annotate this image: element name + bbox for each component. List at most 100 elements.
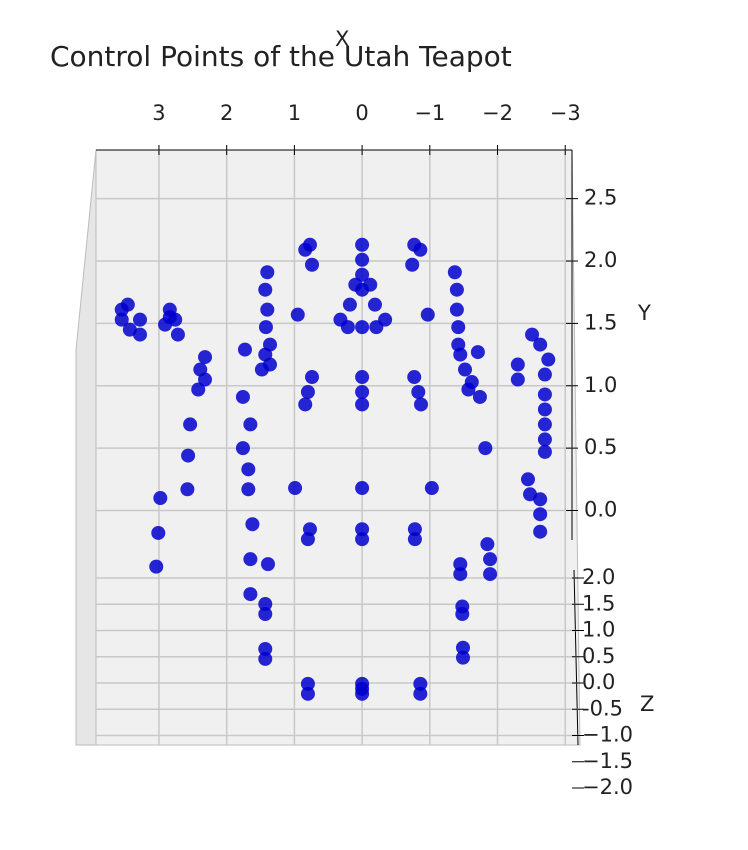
point <box>533 492 548 507</box>
point <box>525 327 540 342</box>
point <box>541 352 556 367</box>
point <box>453 347 468 362</box>
z-tick-label: -0.5 <box>582 696 623 720</box>
point <box>537 367 552 382</box>
point <box>355 252 370 267</box>
x-tick-label: 2 <box>220 101 233 125</box>
z-tick-label: 1.0 <box>582 618 615 642</box>
point <box>304 257 319 272</box>
x-tick-label: 1 <box>288 101 301 125</box>
point <box>355 370 370 385</box>
y-tick-label: 2.5 <box>584 186 617 210</box>
x-axis-label: X <box>335 27 349 51</box>
point <box>455 650 470 665</box>
point <box>480 537 495 552</box>
point <box>537 432 552 447</box>
point <box>162 310 177 325</box>
point <box>198 350 213 365</box>
point <box>133 312 148 327</box>
point <box>407 370 422 385</box>
z-tick-label: −1.5 <box>582 749 633 773</box>
point <box>298 242 313 257</box>
y-axis-label: Y <box>637 301 651 325</box>
point <box>413 676 428 691</box>
y-tick-label: 2.0 <box>584 248 617 272</box>
y-tick-label: 0.0 <box>584 497 617 521</box>
point <box>241 482 256 497</box>
point <box>533 507 548 522</box>
point <box>533 337 548 352</box>
point <box>367 297 382 312</box>
point <box>243 552 258 567</box>
z-tick-label: 0.0 <box>582 670 615 694</box>
side-pane <box>75 149 97 746</box>
y-tick-label: 0.5 <box>584 435 617 459</box>
point <box>260 265 275 280</box>
point <box>449 302 464 317</box>
point <box>340 320 355 335</box>
point <box>533 524 548 539</box>
point <box>355 481 370 496</box>
point <box>258 607 273 622</box>
point <box>237 342 252 357</box>
point <box>260 302 275 317</box>
point <box>451 320 466 335</box>
point <box>453 567 468 582</box>
point <box>449 282 464 297</box>
point <box>300 686 315 701</box>
point <box>483 567 498 582</box>
y-tick-label: 1.5 <box>584 310 617 334</box>
point <box>483 552 498 567</box>
point <box>243 587 258 602</box>
point <box>537 444 552 459</box>
z-tick-label: 1.5 <box>582 591 615 615</box>
point <box>260 557 275 572</box>
point <box>355 686 370 701</box>
point <box>263 357 278 372</box>
point <box>478 441 493 456</box>
point <box>413 686 428 701</box>
z-tick-label: −2.0 <box>582 775 633 799</box>
point <box>355 384 370 399</box>
point <box>447 265 462 280</box>
point <box>458 362 473 377</box>
point <box>191 382 206 397</box>
x-tick-label: 0 <box>355 101 368 125</box>
point <box>407 532 422 547</box>
point <box>510 357 525 372</box>
z-tick-label: 2.0 <box>582 565 615 589</box>
point <box>183 417 198 432</box>
point <box>300 676 315 691</box>
point <box>355 532 370 547</box>
point <box>258 320 273 335</box>
point <box>424 481 439 496</box>
point <box>258 597 273 612</box>
point <box>413 242 428 257</box>
point <box>405 257 420 272</box>
point <box>520 472 535 487</box>
point <box>455 607 470 622</box>
point <box>243 417 258 432</box>
z-axis-label: Z <box>640 692 654 716</box>
point <box>355 397 370 412</box>
point <box>355 237 370 252</box>
point <box>149 559 164 574</box>
point <box>537 402 552 417</box>
point <box>537 387 552 402</box>
point <box>411 384 426 399</box>
point <box>510 372 525 387</box>
point <box>245 517 260 532</box>
point <box>355 522 370 537</box>
point <box>355 320 370 335</box>
point <box>114 312 129 327</box>
x-tick-label: −3 <box>550 101 581 125</box>
point <box>298 397 313 412</box>
point <box>258 651 273 666</box>
point <box>537 417 552 432</box>
chart-title: Control Points of the Utah Teapot <box>50 40 512 73</box>
z-tick-label: 0.5 <box>582 644 615 668</box>
point <box>198 372 213 387</box>
point <box>455 640 470 655</box>
point <box>369 320 384 335</box>
